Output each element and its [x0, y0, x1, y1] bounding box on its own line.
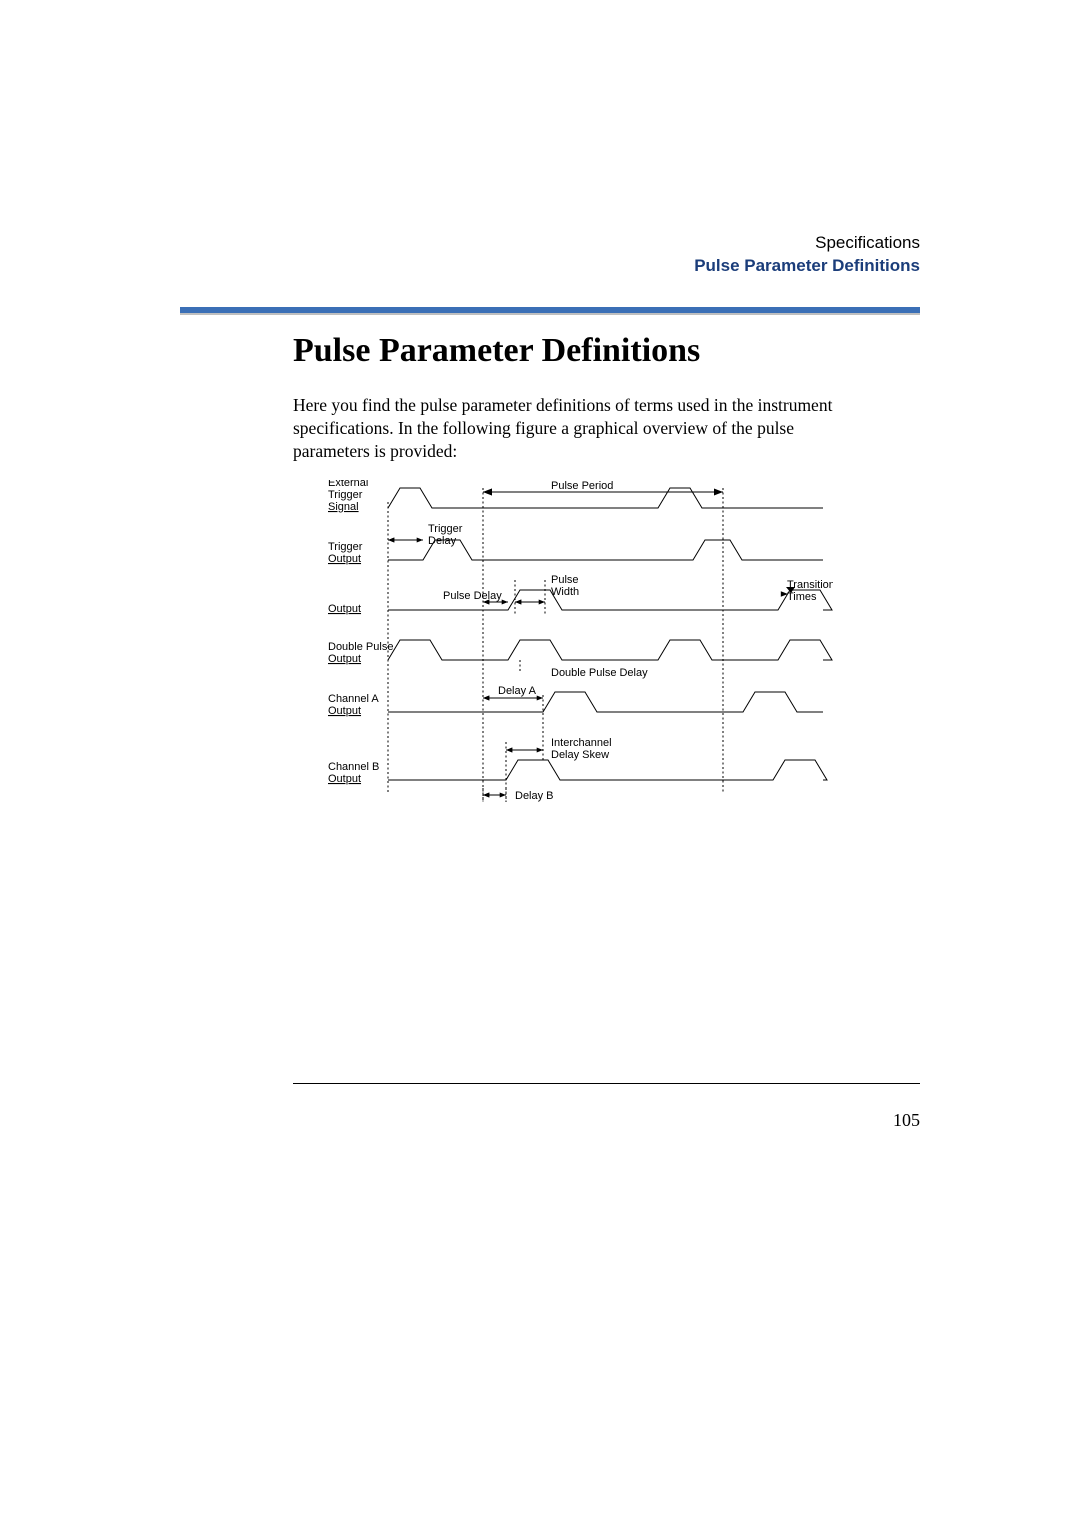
svg-text:External: External: [328, 480, 368, 489]
svg-text:Output: Output: [328, 773, 361, 785]
svg-text:Delay: Delay: [428, 535, 457, 547]
timing-diagram: Pulse PeriodExternalTriggerSignalTrigger…: [293, 480, 833, 870]
svg-text:Interchannel: Interchannel: [551, 737, 612, 749]
accent-bar-shadow: [180, 313, 920, 315]
svg-text:Output: Output: [328, 653, 361, 665]
svg-text:Delay Skew: Delay Skew: [551, 749, 609, 761]
svg-text:Channel A: Channel A: [328, 693, 379, 705]
svg-text:Transition: Transition: [787, 579, 833, 591]
svg-text:Pulse Delay: Pulse Delay: [443, 590, 502, 602]
page-title: Pulse Parameter Definitions: [293, 332, 700, 370]
svg-text:Width: Width: [551, 586, 579, 598]
svg-text:Trigger: Trigger: [428, 523, 463, 535]
svg-text:Output: Output: [328, 705, 361, 717]
svg-text:Delay A: Delay A: [498, 685, 537, 697]
svg-text:Pulse: Pulse: [551, 574, 579, 586]
svg-text:Channel B: Channel B: [328, 761, 379, 773]
svg-text:Trigger: Trigger: [328, 541, 363, 553]
footer-rule: [293, 1083, 920, 1084]
intro-paragraph: Here you find the pulse parameter defini…: [293, 394, 853, 463]
svg-text:Trigger: Trigger: [328, 489, 363, 501]
svg-text:Signal: Signal: [328, 501, 359, 513]
svg-text:Pulse Period: Pulse Period: [551, 480, 613, 492]
svg-text:Double Pulse Delay: Double Pulse Delay: [551, 667, 648, 679]
svg-text:Double Pulse: Double Pulse: [328, 641, 393, 653]
svg-text:Output: Output: [328, 553, 361, 565]
running-header: Specifications Pulse Parameter Definitio…: [694, 232, 920, 278]
section-label: Pulse Parameter Definitions: [694, 255, 920, 278]
svg-text:Delay B: Delay B: [515, 790, 554, 802]
chapter-label: Specifications: [694, 232, 920, 255]
svg-text:Times: Times: [787, 591, 817, 603]
page-number: 105: [893, 1110, 920, 1131]
svg-text:Output: Output: [328, 603, 361, 615]
